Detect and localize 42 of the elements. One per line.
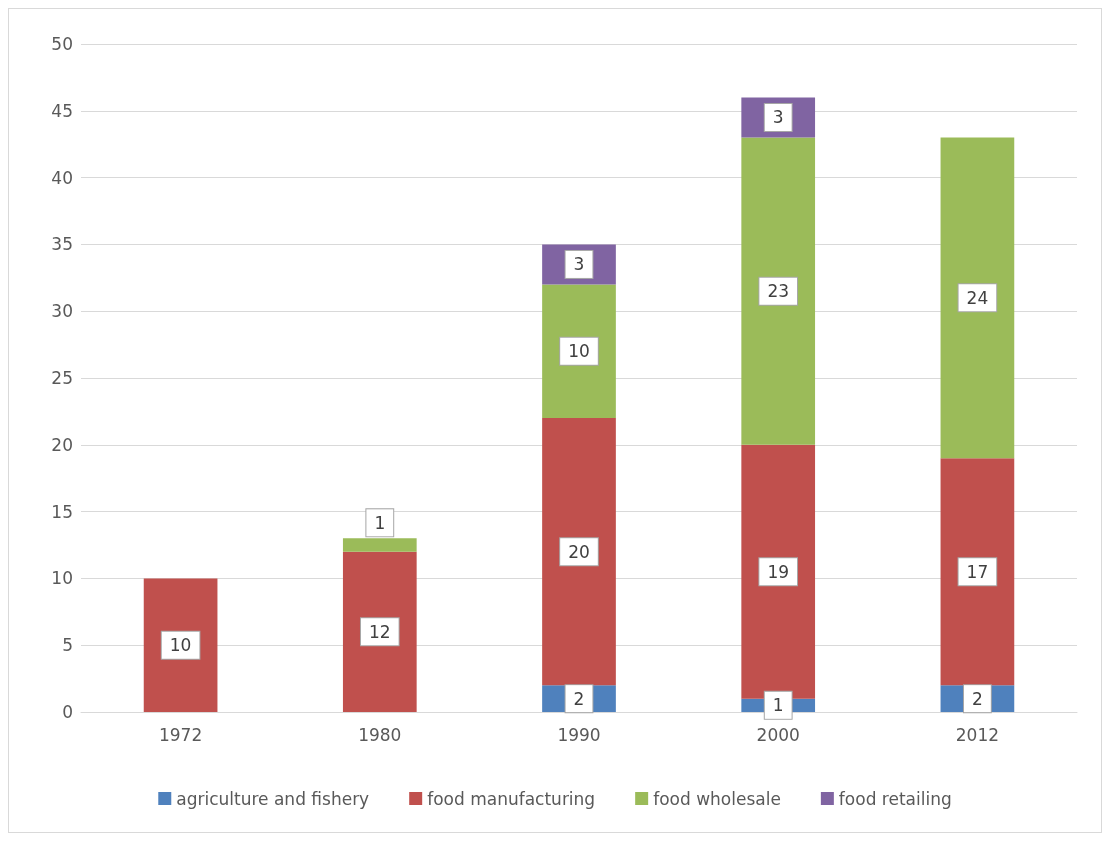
x-tick-label: 1980 <box>358 724 402 745</box>
x-tick-label: 2012 <box>955 724 1000 745</box>
y-tick-label: 5 <box>62 635 73 656</box>
bar <box>940 137 1015 459</box>
x-tick-label: 2000 <box>756 724 800 745</box>
data-label: 10 <box>169 635 192 656</box>
y-tick-label: 50 <box>51 34 73 54</box>
data-label: 19 <box>767 561 790 582</box>
data-label: 10 <box>568 341 590 362</box>
y-tick-label: 45 <box>51 100 73 121</box>
data-label: 1 <box>772 695 784 716</box>
data-label: 1 <box>374 512 386 533</box>
bar <box>342 551 417 712</box>
y-tick-label: 15 <box>51 501 73 522</box>
bar <box>741 444 816 699</box>
y-tick-label: 20 <box>51 434 73 455</box>
data-label: 2 <box>573 688 585 709</box>
data-label: 12 <box>368 621 391 642</box>
data-label: 2 <box>971 688 983 709</box>
legend-label: agriculture and fishery <box>176 788 370 809</box>
x-tick-label: 1990 <box>557 724 601 745</box>
bar <box>940 458 1015 686</box>
bar <box>741 137 816 445</box>
y-tick-label: 10 <box>51 568 73 589</box>
legend-label: food retailing <box>838 788 952 809</box>
y-tick-label: 25 <box>51 368 73 388</box>
y-tick-label: 35 <box>51 234 73 255</box>
y-tick-label: 30 <box>51 301 73 322</box>
data-label: 3 <box>573 254 585 275</box>
data-label: 20 <box>568 541 590 562</box>
x-tick-label: 1972 <box>158 724 203 745</box>
bar <box>143 578 218 712</box>
y-tick-label: 40 <box>51 167 73 188</box>
data-label: 23 <box>767 281 790 302</box>
data-label: 3 <box>772 107 784 128</box>
data-label: 24 <box>966 287 989 308</box>
bar <box>542 418 616 686</box>
data-label: 17 <box>966 561 989 582</box>
y-tick-label: 0 <box>62 702 73 722</box>
bar <box>342 538 417 552</box>
legend-label: food manufacturing <box>427 788 596 809</box>
legend-label: food wholesale <box>653 788 781 809</box>
